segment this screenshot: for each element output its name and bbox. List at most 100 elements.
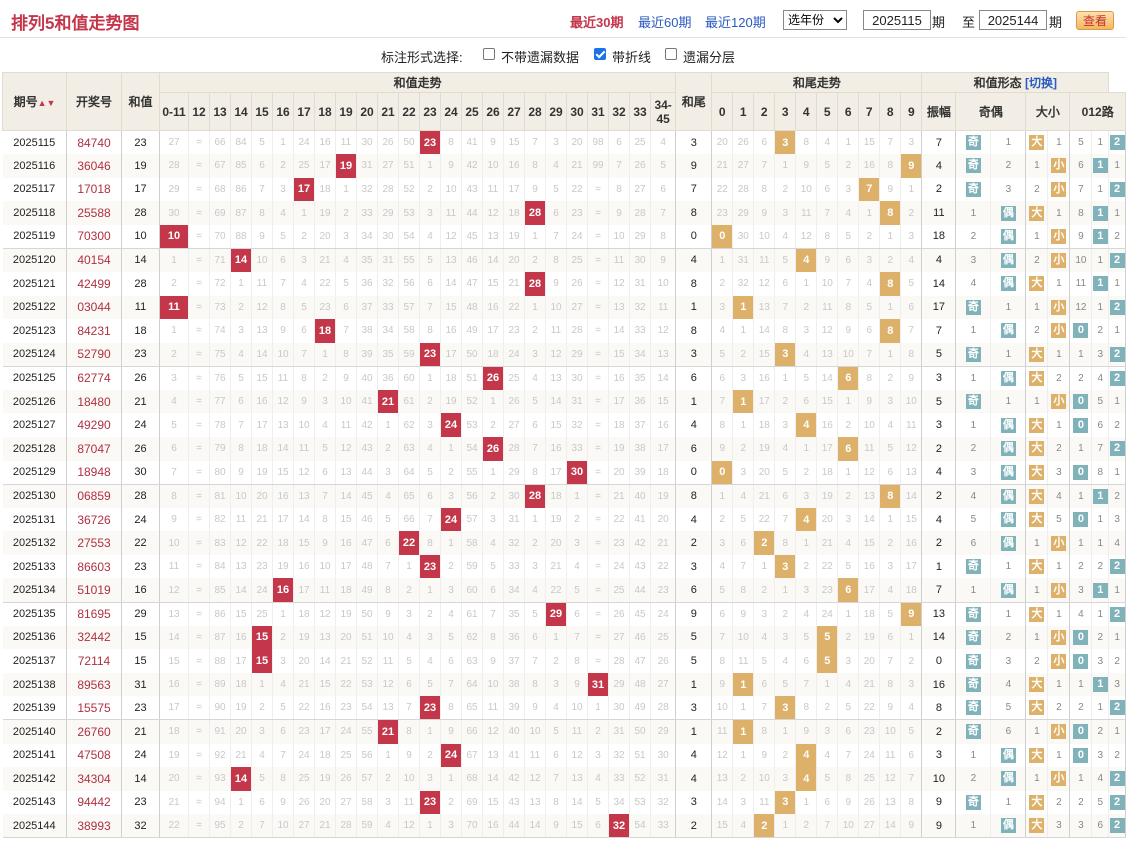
sum-omit-cell: 8: [251, 201, 273, 225]
sum-omit-cell: 42: [461, 154, 483, 178]
start-period-input[interactable]: [863, 10, 931, 30]
sum-omit-cell: 16: [650, 413, 677, 438]
sum-omit-cell: 8: [377, 578, 399, 603]
tail-col-header: 4: [795, 92, 818, 131]
range-link-60[interactable]: 最近60期: [638, 15, 692, 30]
sum-omit-cell: 9: [608, 201, 630, 225]
sum-omit-cell: 24: [566, 224, 588, 249]
odd-even-cell: 1: [955, 578, 992, 603]
sum-omit-cell: 15: [608, 342, 630, 367]
option-no-omit-checkbox[interactable]: [483, 48, 495, 60]
sum-omit-cell: 57: [398, 295, 420, 320]
table-row: 2025120 40154 14 1 = 71 14 10 6 3 21 4 35 31 55 5 13 46 14…: [2, 248, 1126, 272]
option-polyline-checkbox[interactable]: [594, 48, 606, 60]
form-switch-link[interactable]: [切换]: [1024, 76, 1057, 90]
sum-omit-cell: 6: [272, 248, 294, 272]
draw-number-cell: 70300: [66, 224, 122, 249]
sum-omit-cell: 55: [398, 248, 420, 272]
sum-omit-cell: 1: [482, 460, 504, 485]
sum-omit-cell: 8: [314, 507, 336, 532]
sum-omit-cell: 8: [524, 460, 546, 485]
big-small-badge: 小: [1051, 535, 1067, 551]
col-issue-header[interactable]: 期号▲▼: [2, 72, 67, 131]
end-period-input[interactable]: [979, 10, 1047, 30]
big-small-badge: 大: [1029, 700, 1045, 716]
issue-cell: 2025143: [2, 790, 67, 815]
odd-even-badge: 奇: [965, 724, 981, 740]
option-polyline-label[interactable]: 带折线: [612, 50, 652, 65]
sum-col-header: 20: [356, 92, 378, 131]
draw-number-cell: 38993: [66, 814, 122, 839]
big-small-badge: 小: [1051, 323, 1067, 339]
option-no-omit-label[interactable]: 不带遗漏数据: [501, 50, 580, 65]
tail-omit-cell: 15: [858, 531, 881, 555]
year-select[interactable]: 选年份: [783, 10, 847, 30]
tail-omit-cell: 12: [900, 437, 923, 461]
sum-omit-cell: 1: [419, 814, 441, 839]
sum-col-header: 30: [566, 92, 588, 131]
tail-omit-cell: 10: [732, 625, 755, 650]
sum-omit-cell: 8: [650, 224, 677, 249]
big-small-cell: 2: [1025, 649, 1049, 673]
sum-omit-cell: 4: [545, 154, 567, 178]
option-omit-layer-label[interactable]: 遗漏分层: [683, 50, 736, 65]
big-small-cell: 1: [1047, 201, 1071, 225]
sum-omit-cell: 10: [482, 154, 504, 178]
sum-omit-cell: 53: [629, 790, 651, 815]
range-link-30[interactable]: 最近30期: [570, 15, 624, 30]
draw-number-cell: 34304: [66, 767, 122, 791]
tail-hit-cell: 4: [795, 767, 818, 791]
range-link-120[interactable]: 最近120期: [705, 15, 766, 30]
sum-omit-cell: 18: [608, 413, 630, 438]
sum-omit-cell: 4: [524, 578, 546, 603]
sort-icon[interactable]: ▲▼: [37, 98, 56, 108]
sum-omit-cell: =: [188, 413, 210, 438]
big-small-cell: 大: [1025, 437, 1049, 461]
route-badge: 0: [1073, 724, 1089, 740]
odd-even-badge: 偶: [1000, 512, 1016, 528]
route-cell: 3: [1091, 649, 1110, 673]
col-tail-header: 和尾: [675, 72, 713, 131]
sum-omit-cell: 23: [650, 578, 677, 603]
sum-omit-cell: 17: [482, 319, 504, 343]
sum-omit-cell: 27: [503, 413, 525, 438]
issue-cell: 2025131: [2, 507, 67, 532]
tail-omit-cell: 1: [879, 507, 902, 532]
sum-omit-cell: 11: [335, 413, 357, 438]
route-cell: 1: [1091, 154, 1110, 178]
big-small-badge: 小: [1051, 394, 1067, 410]
route-cell: 0: [1069, 460, 1093, 485]
big-small-badge: 大: [1029, 818, 1045, 834]
route-cell: 1: [1108, 271, 1126, 296]
sum-omit-cell: 17: [230, 649, 252, 673]
option-omit-layer-checkbox[interactable]: [665, 48, 677, 60]
sum-hit-cell: 24: [440, 413, 462, 438]
big-small-cell: 2: [1025, 319, 1049, 343]
amplitude-cell: 2: [921, 531, 957, 555]
view-button[interactable]: 查看: [1076, 11, 1114, 30]
sum-omit-cell: 14: [566, 790, 588, 815]
draw-number-cell: 47508: [66, 743, 122, 768]
sum-omit-cell: =: [188, 484, 210, 508]
sum-omit-cell: 5: [314, 437, 336, 461]
big-small-badge: 大: [1029, 488, 1045, 504]
sum-omit-cell: 58: [356, 790, 378, 815]
sum-omit-cell: 5: [587, 790, 609, 815]
odd-even-cell: 1: [990, 554, 1027, 579]
tail-omit-cell: 3: [774, 767, 797, 791]
tail-omit-cell: 4: [900, 248, 923, 272]
sum-omit-cell: 18: [545, 484, 567, 508]
odd-even-cell: 奇: [955, 389, 992, 414]
sum-omit-cell: 6: [314, 460, 336, 485]
sum-omit-cell: 13: [545, 366, 567, 390]
sum-omit-cell: 5: [159, 413, 189, 438]
big-small-cell: 大: [1025, 201, 1049, 225]
sum-omit-cell: 6: [419, 484, 441, 508]
route-cell: 10: [1069, 248, 1093, 272]
sum-omit-cell: 11: [482, 696, 504, 721]
tail-omit-cell: 6: [753, 672, 776, 697]
sum-omit-cell: 38: [356, 319, 378, 343]
sum-col-header: 32: [608, 92, 630, 131]
tail-omit-cell: 15: [900, 507, 923, 532]
tail-omit-cell: 5: [900, 271, 923, 296]
